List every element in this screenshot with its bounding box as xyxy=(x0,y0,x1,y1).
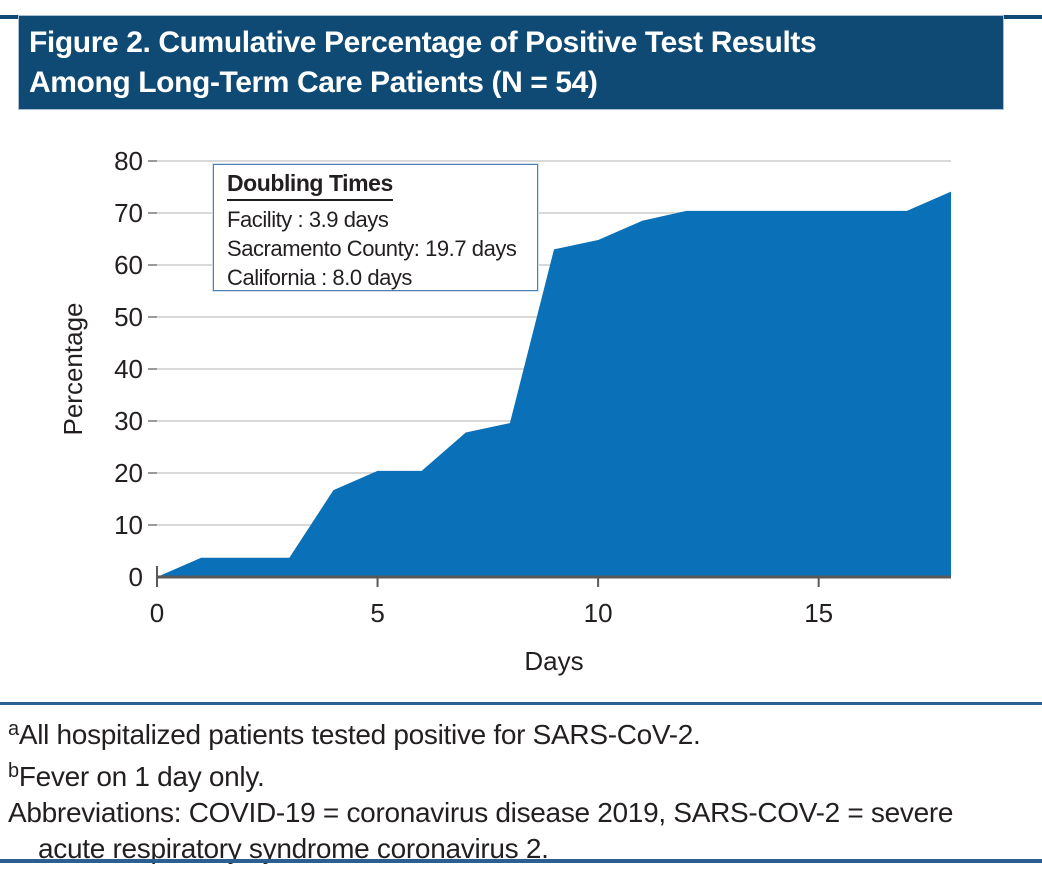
footnote-a-text: All hospitalized patients tested positiv… xyxy=(18,719,701,750)
footnote-a: aAll hospitalized patients tested positi… xyxy=(8,711,1034,753)
annotation-california: California : 8.0 days xyxy=(227,265,412,290)
doubling-times-annotation-box: Doubling Times Facility : 3.9 days Sacra… xyxy=(213,164,538,291)
figure-title-banner: Figure 2. Cumulative Percentage of Posit… xyxy=(18,15,1004,110)
footnote-b-text: Fever on 1 day only. xyxy=(18,761,265,792)
abbreviations-line1: Abbreviations: COVID-19 = coronavirus di… xyxy=(8,797,954,828)
y-tick-label: 10 xyxy=(114,510,143,540)
abbreviations-line2: acute respiratory syndrome coronavirus 2… xyxy=(38,833,549,864)
footnote-text-block: aAll hospitalized patients tested positi… xyxy=(0,711,1042,867)
area-series xyxy=(157,191,951,577)
figure-title-line1: Figure 2. Cumulative Percentage of Posit… xyxy=(29,26,817,59)
y-tick-label: 70 xyxy=(114,198,143,228)
annotation-sacramento-county: Sacramento County: 19.7 days xyxy=(227,236,517,261)
x-tick-label: 10 xyxy=(584,598,613,628)
x-tick-label: 5 xyxy=(370,598,384,628)
x-axis-title: Days xyxy=(524,646,583,676)
y-tick-label: 30 xyxy=(114,406,143,436)
y-tick-label: 50 xyxy=(114,302,143,332)
annotation-box-title: Doubling Times xyxy=(227,170,393,201)
footnote-b: bFever on 1 day only. xyxy=(8,753,1034,795)
y-axis-title: Percentage xyxy=(58,303,88,436)
y-tick-label: 0 xyxy=(129,562,143,592)
footnote-divider-bottom xyxy=(0,859,1042,863)
x-tick-label: 0 xyxy=(150,598,164,628)
y-tick-label: 20 xyxy=(114,458,143,488)
y-tick-label: 80 xyxy=(114,146,143,176)
footnote-divider-top xyxy=(0,702,1042,705)
footnote-a-marker: a xyxy=(8,718,19,740)
footnote-b-marker: b xyxy=(8,760,19,782)
x-tick-label: 15 xyxy=(804,598,833,628)
figure-title-line2: Among Long-Term Care Patients (N = 54) xyxy=(29,66,598,99)
y-tick-label: 40 xyxy=(114,354,143,384)
y-tick-label: 60 xyxy=(114,250,143,280)
annotation-facility: Facility : 3.9 days xyxy=(227,207,389,232)
